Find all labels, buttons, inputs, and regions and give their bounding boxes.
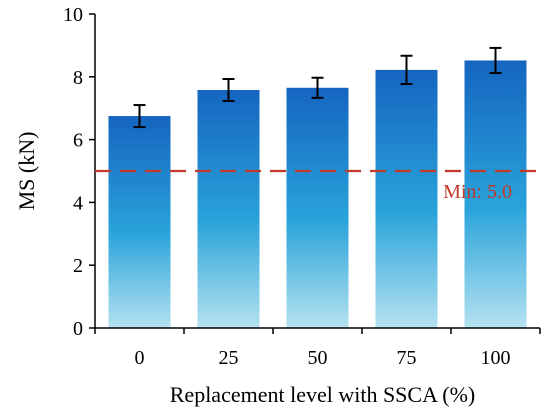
y-tick-label: 2 (73, 255, 83, 277)
y-tick-label: 10 (63, 4, 83, 26)
error-bar-75 (400, 54, 413, 86)
error-bar-100 (489, 46, 502, 75)
x-tick-label: 0 (135, 347, 145, 369)
y-tick-label: 4 (73, 192, 83, 214)
error-bar-50 (311, 76, 324, 99)
x-tick-label: 50 (308, 347, 328, 369)
bar-75 (375, 69, 438, 328)
bars (108, 60, 527, 329)
x-tick-label: 25 (219, 347, 239, 369)
x-tick-label: 75 (397, 347, 417, 369)
bar-0 (108, 116, 171, 328)
y-tick-label: 6 (73, 130, 83, 152)
bar-100 (464, 60, 527, 329)
y-axis-title: MS (kN) (14, 132, 39, 211)
y-tick-label: 0 (73, 318, 83, 340)
y-tick-label: 8 (73, 67, 83, 89)
bar-50 (286, 87, 349, 328)
y-ticks: 0 2 4 6 8 10 (63, 4, 95, 340)
x-ticks: 0 25 50 75 100 (94, 328, 541, 369)
error-bars (133, 46, 502, 129)
error-bar-25 (222, 77, 235, 102)
minimum-reference-label: Min: 5.0 (443, 181, 512, 203)
bar-25 (197, 89, 260, 328)
x-tick-label: 100 (481, 347, 511, 369)
error-bar-0 (133, 104, 146, 129)
x-axis-title: Replacement level with SSCA (%) (170, 382, 476, 407)
